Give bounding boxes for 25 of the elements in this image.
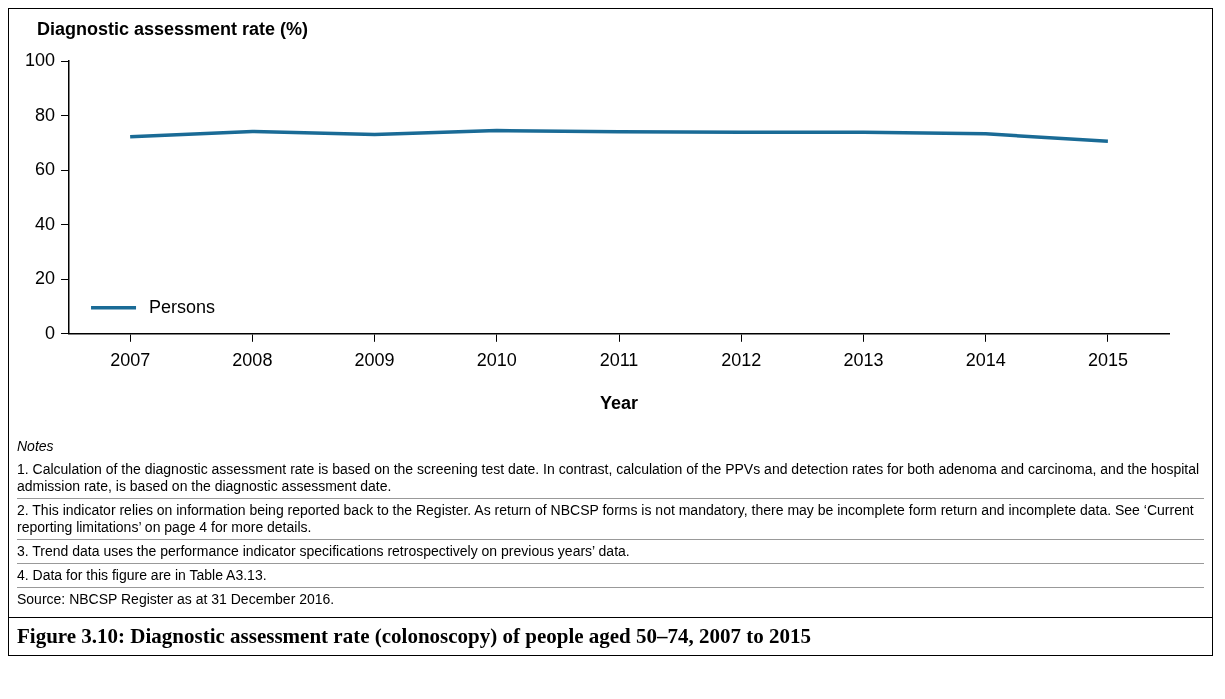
x-tick-label: 2014 [965,349,1006,370]
y-tick-label: 40 [35,213,56,234]
x-tick-label: 2010 [476,349,517,370]
y-tick-label: 20 [35,268,56,289]
x-tick-label: 2008 [232,349,273,370]
y-tick-label: 80 [35,104,56,125]
text: 1. Calculation of the diagnostic assessment rate is based on the screening test date. In contrast, calculation of the PPVs and detection rates for both adenoma and carcinoma, and the hospital admission rate, is based on the diagnostic assessment date. [17,458,1204,499]
text: 2. This indicator relies on information being reported back to the Register. As return of NBCSP forms is not mandatory, there may be incomplete form return and incomplete data. See ‘Current reporting limitations’ on page 4 for more details. [17,499,1204,540]
y-tick-label: 0 [45,322,56,343]
x-tick-label: 2011 [599,349,639,370]
y-tick-label: 60 [35,159,56,180]
x-tick-label: 2012 [721,349,762,370]
x-axis-title: Year [599,393,639,414]
text: 3. Trend data uses the performance indicator specifications retrospectively on previous years’ data. [17,540,1204,564]
x-tick-label: 2009 [354,349,395,370]
x-tick-label: 2015 [1087,349,1128,370]
text: Figure 3.10: Diagnostic assessment rate (colonoscopy) of people aged 50–74, 2007 to 2015 [9,617,1212,655]
x-tick-label: 2007 [110,349,151,370]
y-axis-title: Diagnostic assessment rate (%) [37,18,309,39]
y-tick-label: 100 [24,49,56,70]
text: 4. Data for this figure are in Table A3.13. [17,564,1204,588]
text: Notes [17,437,55,456]
legend-label: Persons [149,296,216,317]
source-note: Source: NBCSP Register as at 31 December 2016. [17,590,336,609]
x-tick-label: 2013 [843,349,884,370]
